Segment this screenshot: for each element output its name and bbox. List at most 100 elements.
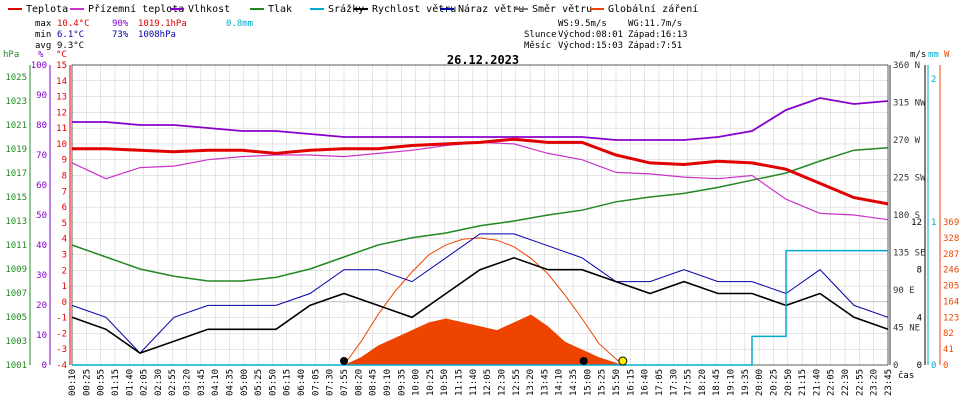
degc-axis-tick: 15 [56,61,67,71]
degc-axis-tick: 11 [56,124,67,134]
x-tick-label: 07:05 [311,369,321,396]
x-tick-label: 18:45 [712,369,722,396]
stat-min-temp: 6.1°C [57,30,84,40]
degc-axis-tick: 7 [62,187,67,197]
x-tick-label: 00:25 [82,369,92,396]
x-tick-label: 01:40 [125,369,135,396]
wind-speed-summary: WS:9.5m/s [558,19,607,29]
x-tick-label: 04:35 [225,369,235,396]
x-tick-label: 13:20 [526,369,536,396]
degc-axis-tick: 8 [62,172,67,182]
hpa-axis-tick: 1009 [5,265,27,275]
ms-axis-tick: 4 [917,313,922,323]
x-tick-label: 09:10 [383,369,393,396]
mm-axis-tick: 1 [931,218,936,228]
stat-max-hum: 90% [112,19,129,29]
w-axis-tick: 287 [943,250,959,260]
ms-axis-tick: 0 [917,361,922,371]
x-tick-label: 09:35 [397,369,407,396]
x-tick-label: 02:55 [168,369,178,396]
plot-area [71,97,889,366]
pct-axis-tick: 40 [36,241,47,251]
degc-axis-tick: 12 [56,108,67,118]
moon-rise: Východ:15:03 [558,41,623,51]
w-axis-tick: 246 [943,266,959,276]
x-tick-label: 22:05 [827,369,837,396]
plot-frame [71,64,889,366]
degc-axis-tick: 10 [56,140,67,150]
degc-axis-tick: 5 [62,219,67,229]
dir-axis-tick: 0 [893,361,898,371]
hpa-axis-tick: 1007 [5,289,27,299]
legend-item: Teplota [26,4,68,15]
x-tick-label: 07:55 [340,369,350,396]
x-tick-label: 20:50 [784,369,794,396]
stat-max-rain: 0.8mm [226,19,253,29]
hpa-axis-tick: 1023 [5,97,27,107]
w-axis-tick: 0 [943,361,948,371]
pct-axis-tick: 60 [36,181,47,191]
pct-axis-tick: 70 [36,151,47,161]
x-tick-label: 14:35 [569,369,579,396]
ms-axis-tick: 12 [911,218,922,228]
stat-min-label: min [35,30,51,40]
dir-axis-tick: 45 NE [893,324,920,334]
stat-min-hum: 73% [112,30,129,40]
x-tick-label: 06:40 [297,369,307,396]
w-axis-tick: 123 [943,313,959,323]
x-tick-label: 15:25 [598,369,608,396]
hpa-axis-tick: 1003 [5,337,27,347]
degc-axis-tick: 1 [62,282,67,292]
moon-label: Měsíc [524,41,551,51]
unit-pct: % [38,50,44,60]
degc-axis-tick: -4 [56,361,67,371]
sun-label: Slunce [524,30,557,40]
w-axis-tick: 328 [943,234,959,244]
x-tick-label: 22:55 [855,369,865,396]
dir-axis-tick: 360 N [893,61,920,71]
dir-axis-tick: 90 E [893,286,915,296]
x-tick-label: 10:50 [440,369,450,396]
x-tick-label: 21:15 [798,369,808,396]
x-tick-label: 00:10 [68,369,78,396]
hpa-axis-tick: 1017 [5,169,27,179]
dir-axis-tick: 270 W [893,136,921,146]
pct-axis-tick: 90 [36,91,47,101]
degc-axis-tick: 6 [62,203,67,213]
stat-max-label: max [35,19,52,29]
unit-mm: mm [928,50,939,60]
mm-axis-tick: 0 [931,361,936,371]
pct-axis-tick: 10 [36,331,47,341]
stat-max-temp: 10.4°C [57,19,90,29]
x-tick-label: 05:50 [268,369,278,396]
x-tick-label: 05:00 [240,369,250,396]
x-tick-label: 15:00 [583,369,593,396]
dir-axis-tick: 135 SE [893,249,926,259]
x-tick-label: 02:30 [154,369,164,396]
x-tick-label: 16:40 [641,369,651,396]
x-tick-label: 15:50 [612,369,622,396]
sun-set: Západ:16:13 [628,30,688,40]
stat-avg-label: avg [35,41,51,51]
stat-min-press: 1008hPa [138,30,176,40]
degc-axis-tick: 14 [56,77,67,87]
x-tick-label: 08:20 [354,369,364,396]
w-axis-tick: 41 [943,345,954,355]
x-tick-label: 12:05 [483,369,493,396]
degc-axis-tick: -1 [56,314,67,324]
x-tick-label: 19:35 [741,369,751,396]
x-tick-label: 06:15 [283,369,293,396]
pct-axis-tick: 20 [36,301,47,311]
hpa-axis-tick: 1001 [5,361,27,371]
x-tick-label: 07:30 [326,369,336,396]
ms-axis-tick: 8 [917,266,922,276]
w-axis-tick: 82 [943,329,954,339]
dir-axis-tick: 315 NW [893,99,926,109]
x-tick-label: 11:40 [469,369,479,396]
x-ticks: 00:10 00:25 00:55 01:15 01:40 02:05 02:30 02:55… [68,369,894,396]
unit-w: W [944,50,950,60]
grid [71,64,889,366]
x-tick-label: 17:55 [684,369,694,396]
temperature-line [72,137,889,206]
